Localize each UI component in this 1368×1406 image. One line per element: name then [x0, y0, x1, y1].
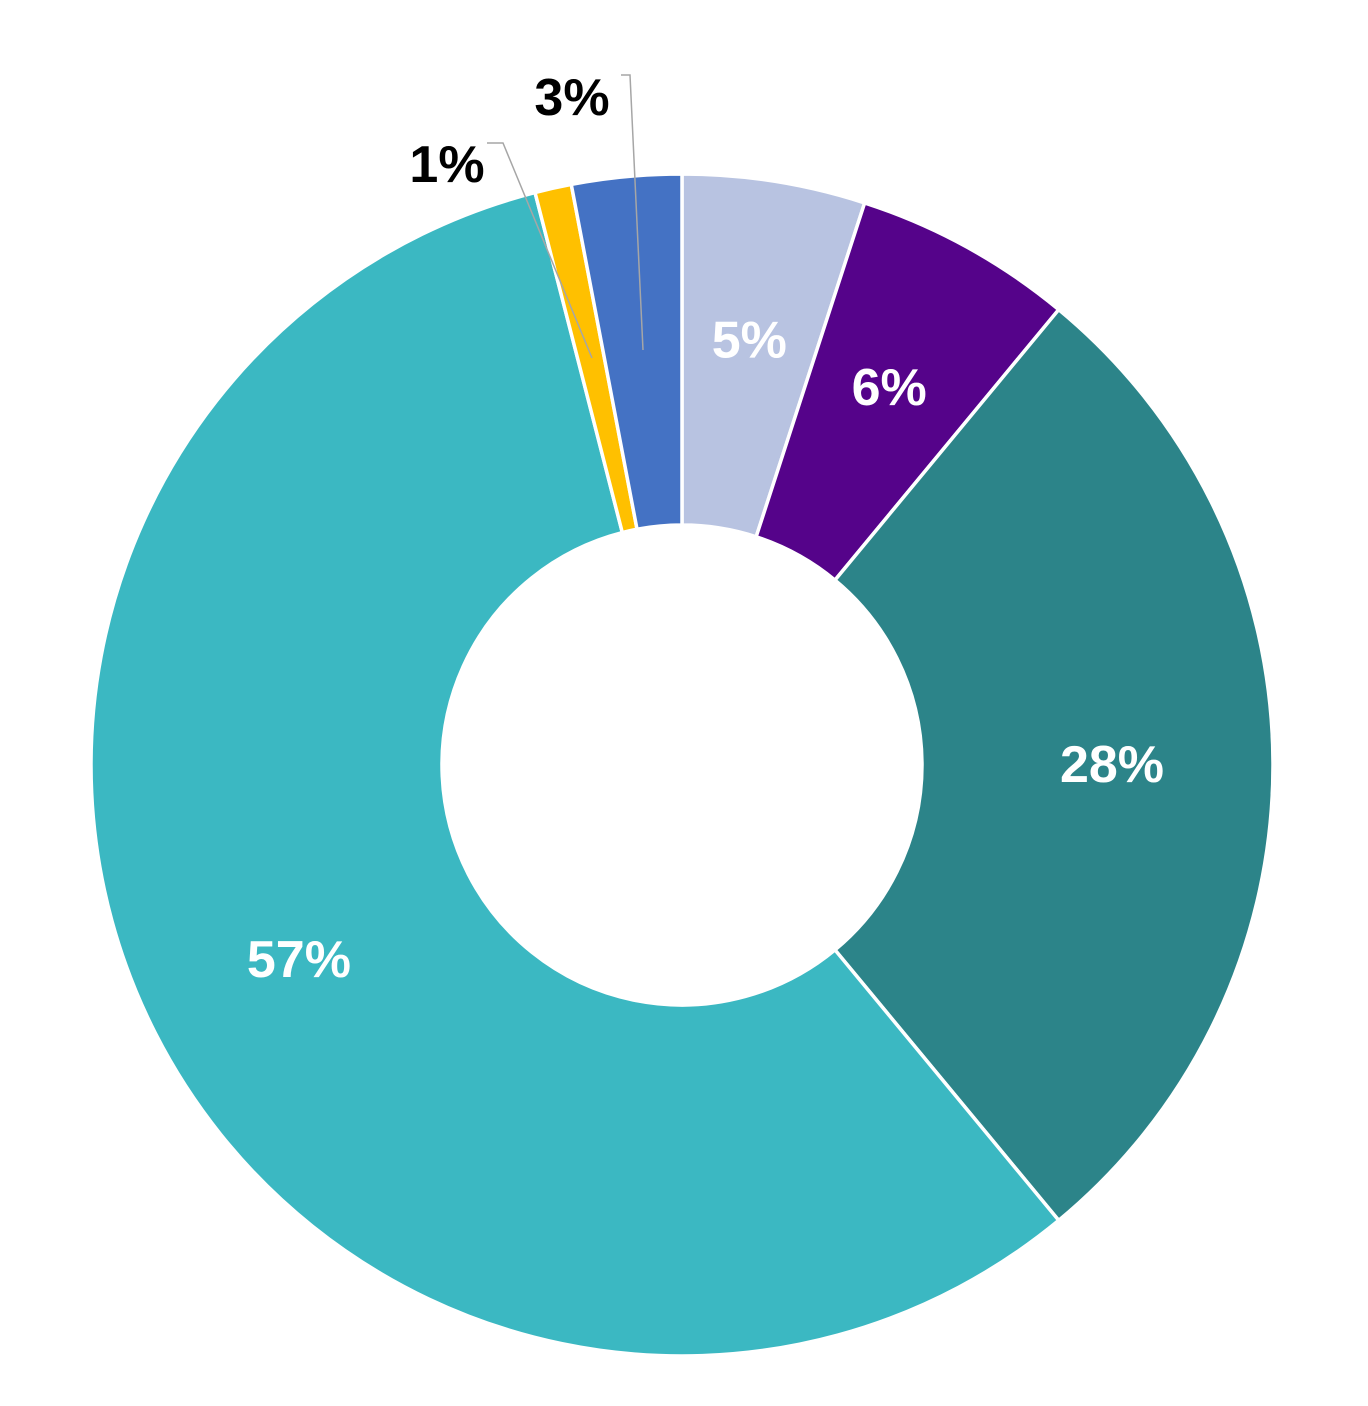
data-label-5pct: 5% [712, 311, 787, 369]
leader-lines-layer [487, 74, 644, 359]
donut-slice-28pct [832, 307, 1275, 1223]
leader-line-3pct [621, 74, 644, 351]
data-label-28pct: 28% [1060, 736, 1164, 794]
data-label-57pct: 57% [247, 931, 351, 989]
donut-slice-3pct [569, 172, 684, 532]
leader-line-1pct [487, 142, 593, 359]
data-labels-layer: 5% 6% 28% 57% 1% 3% [247, 69, 1164, 989]
slices-layer [89, 172, 1275, 1358]
donut-slice-57pct [89, 190, 1062, 1358]
data-label-6pct: 6% [852, 359, 927, 417]
data-label-1pct: 1% [409, 136, 484, 194]
data-label-3pct: 3% [534, 69, 609, 127]
